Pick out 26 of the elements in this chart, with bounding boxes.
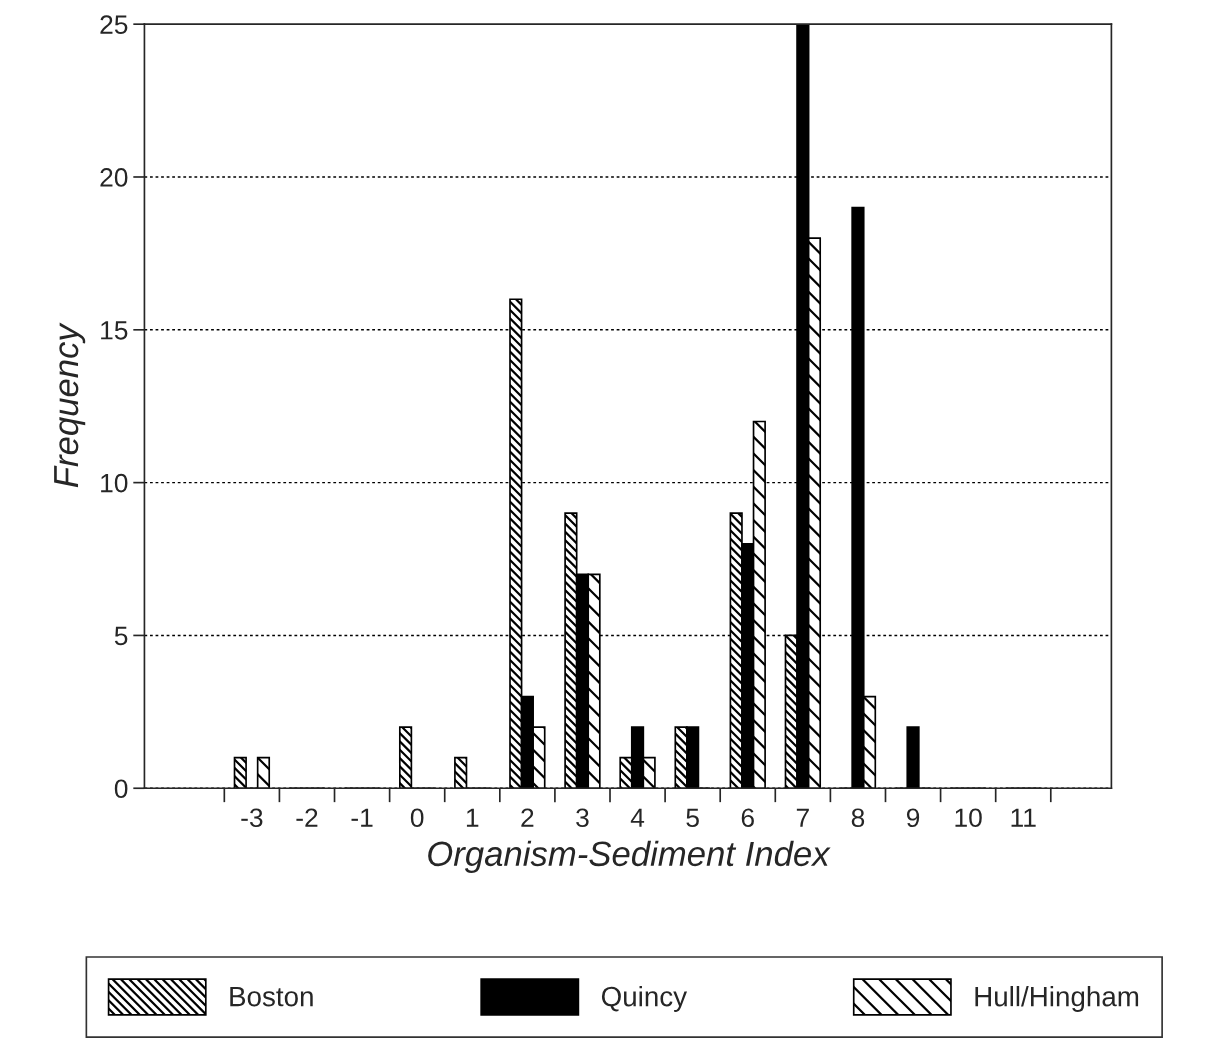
y-tick-label: 15	[101, 321, 128, 340]
y-tick-label: 5	[114, 626, 128, 646]
x-tick-label: 6	[741, 808, 754, 828]
x-tick-label: 1	[466, 808, 479, 827]
legend-label: Quincy	[601, 986, 688, 1012]
x-tick-label: 8	[851, 808, 865, 828]
x-tick-label: 5	[686, 808, 699, 828]
x-axis-title: Organism-Sediment Index	[428, 840, 831, 873]
x-tick-label: 11	[1011, 808, 1036, 827]
x-tick-label: 4	[630, 808, 645, 827]
legend-label: Boston	[230, 987, 313, 1007]
x-tick-label: -1	[351, 808, 373, 827]
x-tick-label: 3	[576, 808, 589, 828]
y-tick-label: 25	[100, 15, 128, 34]
x-tick-label: 10	[955, 808, 982, 828]
x-tick-label: -3	[241, 808, 263, 828]
x-tick-label: 9	[906, 808, 920, 828]
y-axis-title: Frequency	[54, 322, 86, 488]
x-tick-label: 0	[410, 808, 424, 828]
x-tick-label: 2	[521, 808, 534, 827]
x-tick-label: 7	[796, 808, 809, 827]
x-tick-label: -2	[296, 808, 318, 827]
legend-label: Hull/Hingham	[975, 986, 1139, 1012]
y-tick-label: 0	[114, 779, 128, 799]
y-tick-label: 10	[101, 473, 128, 493]
y-tick-label: 20	[100, 168, 128, 187]
